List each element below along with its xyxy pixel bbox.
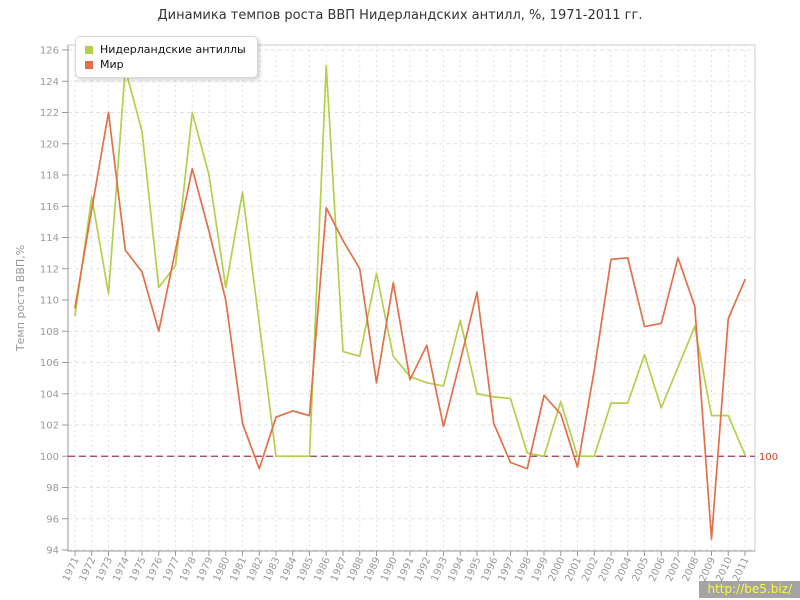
plot-border [67,44,756,552]
legend-item-world: Мир [85,57,246,72]
legend: Нидерландские антиллы Мир [75,36,258,78]
y-tick-label: 112 [40,264,59,275]
y-tick-label: 116 [40,202,59,213]
y-tick-label: 120 [40,139,59,150]
legend-label-world: Мир [100,58,124,71]
y-axis-title: Темп роста ВВП,% [14,245,27,352]
y-tick-label: 114 [40,233,59,244]
y-tick-label: 106 [40,358,59,369]
y-tick-label: 124 [40,77,59,88]
y-tick-label: 100 [40,452,59,463]
y-tick-label: 110 [40,296,59,307]
legend-item-netherlands-antilles: Нидерландские антиллы [85,42,246,57]
netherlands-antilles-swatch-icon [85,45,93,54]
y-tick-label: 94 [46,546,59,557]
watermark-link[interactable]: http://be5.biz/ [699,581,800,598]
x-tick-label: 2011 [731,556,752,584]
y-tick-label: 98 [46,483,59,494]
chart-title: Динамика темпов роста ВВП Нидерландских … [157,8,643,23]
y-tick-label: 102 [40,421,59,432]
legend-label-netherlands-antilles: Нидерландские антиллы [100,43,246,56]
y-tick-label: 96 [46,514,59,525]
y-tick-label: 104 [40,389,59,400]
y-tick-label: 108 [40,327,59,338]
baseline-label: 100 [759,452,778,463]
series-line-world [74,111,746,540]
y-tick-label: 122 [40,108,59,119]
world-swatch-icon [85,60,93,69]
y-tick-label: 126 [40,46,59,57]
y-tick-label: 118 [40,171,59,182]
